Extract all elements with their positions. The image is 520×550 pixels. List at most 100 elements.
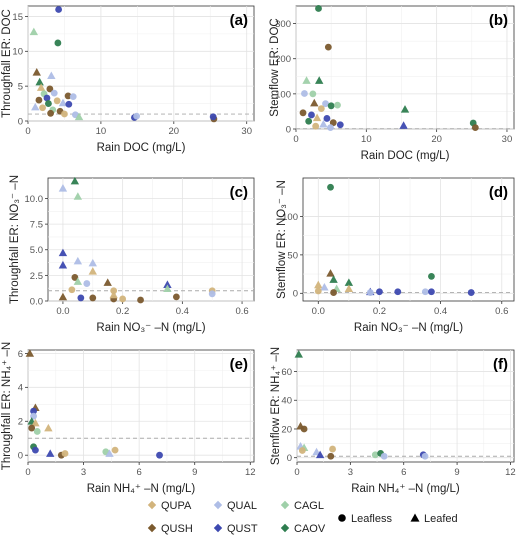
data-point	[380, 452, 388, 460]
data-point	[47, 109, 54, 117]
data-point	[310, 98, 319, 107]
panel-label: (f)	[493, 356, 508, 373]
legend-label: CAGL	[294, 500, 324, 512]
data-point	[61, 450, 69, 457]
data-point	[336, 121, 344, 129]
data-point	[58, 292, 68, 301]
panel-label: (c)	[230, 184, 248, 201]
legend: QUPA QUAL CAGL QUSH QUST CAOV Leafless Leafed	[147, 500, 458, 535]
data-point	[301, 90, 308, 97]
y-tick-label: 100	[282, 212, 298, 223]
legend-label: CAOV	[294, 523, 326, 535]
data-point	[31, 102, 40, 111]
x-tick-label: 10	[96, 126, 107, 137]
data-point	[36, 83, 46, 91]
x-axis-title: Rain NO₃⁻ –N (mg/L)	[354, 322, 463, 334]
x-tick-label: 0.6	[495, 306, 508, 317]
data-point	[299, 109, 307, 117]
x-axis-title: Rain DOC (mg/L)	[361, 150, 450, 162]
data-point	[83, 280, 91, 287]
x-axis-title: Rain DOC (mg/L)	[97, 142, 186, 154]
y-tick-label: 2	[18, 417, 23, 428]
data-point	[326, 269, 335, 277]
data-point	[64, 92, 72, 100]
data-point	[305, 117, 313, 125]
y-tick-label: 0	[18, 116, 23, 127]
y-tick-label: 60	[281, 367, 292, 378]
panel-label: (b)	[489, 12, 508, 29]
data-point	[315, 76, 324, 84]
x-axis-title: Rain NO₃⁻ –N (mg/L)	[96, 322, 205, 334]
data-point	[28, 424, 36, 432]
data-point	[329, 445, 336, 453]
x-tick-label: 0.4	[434, 306, 447, 317]
y-tick-label: 10.0	[25, 194, 44, 205]
data-point	[309, 90, 317, 98]
x-tick-label: 9	[454, 467, 459, 478]
data-point	[29, 27, 39, 36]
x-tick-label: 12	[245, 467, 256, 478]
y-axis-title: Throughfall ER: NH₄⁺ –N	[1, 342, 13, 470]
data-point	[327, 102, 335, 110]
data-point	[73, 192, 83, 200]
x-tick-label: 0	[25, 126, 30, 137]
y-tick-label: 100	[275, 89, 291, 100]
data-point	[119, 295, 127, 303]
x-tick-label: 3	[348, 467, 353, 478]
x-tick-label: 0.4	[176, 306, 189, 317]
data-point	[53, 97, 61, 105]
data-point	[327, 452, 335, 460]
data-point	[33, 428, 41, 435]
data-point	[137, 296, 144, 304]
y-tick-label: 0.0	[30, 296, 43, 307]
chart-panel: 0 3 6 9 12 0 20 40 60 (f) Rain NH₄⁺ –N (mg/L) Stemf…	[270, 347, 516, 495]
data-point	[344, 278, 354, 286]
legend-swatch	[280, 500, 290, 510]
legend-swatch	[213, 523, 223, 533]
y-tick-label: 300	[275, 19, 291, 30]
legend-swatch	[147, 500, 157, 510]
data-point	[68, 286, 76, 294]
plot-area	[27, 349, 255, 463]
y-tick-label: 0	[286, 124, 291, 135]
x-tick-label: 6	[401, 467, 406, 478]
legend-swatch	[410, 513, 420, 522]
y-tick-label: 0	[18, 451, 23, 462]
y-axis-title: Stemflow ER: DOC	[269, 18, 281, 116]
x-tick-label: 20	[169, 126, 180, 137]
data-point	[58, 184, 68, 192]
data-point	[308, 111, 315, 119]
legend-label: QUST	[227, 523, 258, 535]
data-point	[323, 115, 331, 122]
y-tick-label: 200	[275, 54, 291, 65]
data-point	[54, 39, 62, 47]
data-point	[163, 280, 172, 288]
data-point	[71, 274, 79, 281]
data-point	[109, 290, 118, 299]
data-point	[294, 350, 303, 358]
data-point	[30, 407, 37, 415]
data-point	[50, 89, 58, 97]
x-tick-label: 0	[293, 134, 298, 145]
data-point	[344, 284, 354, 293]
legend-label: QUAL	[227, 500, 257, 512]
y-axis-title: Stemflow ER: NH₄⁺ –N	[270, 347, 282, 465]
panel-label: (a)	[230, 12, 248, 29]
panel-label: (e)	[230, 356, 248, 373]
x-axis-title: Rain NH₄⁺ –N (mg/L)	[351, 483, 460, 495]
data-point	[31, 418, 40, 427]
plot-area	[296, 349, 515, 463]
y-tick-label: 40	[281, 396, 292, 407]
y-axis-title: Throughfall ER: NO₃⁻ –N	[9, 175, 21, 304]
y-tick-label: 6	[18, 349, 23, 360]
x-tick-label: 30	[241, 126, 252, 137]
x-axis-title: Rain NH₄⁺ –N (mg/L)	[87, 483, 196, 495]
y-tick-label: 0	[287, 453, 292, 464]
data-point	[421, 288, 429, 296]
data-point	[315, 5, 322, 12]
y-tick-label: 10	[12, 47, 23, 58]
x-tick-label: 0	[25, 467, 30, 478]
legend-swatch	[280, 523, 290, 533]
data-point	[25, 349, 35, 357]
